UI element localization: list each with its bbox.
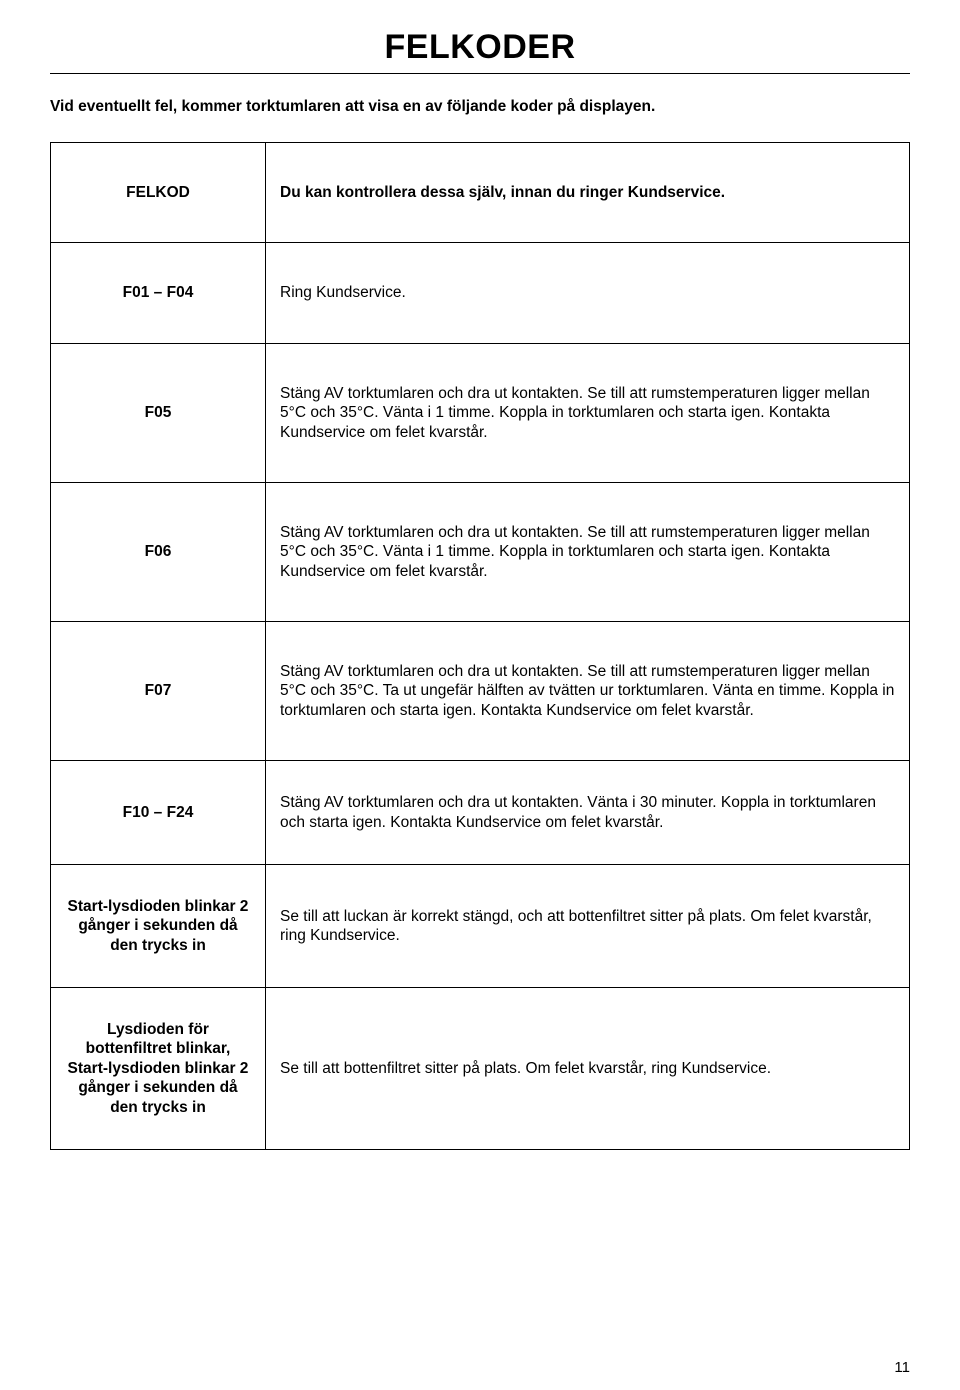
- desc-cell: Du kan kontrollera dessa själv, innan du…: [266, 143, 910, 243]
- error-codes-table: FELKOD Du kan kontrollera dessa själv, i…: [50, 142, 910, 1150]
- desc-cell: Stäng AV torktumlaren och dra ut kontakt…: [266, 622, 910, 761]
- desc-cell: Stäng AV torktumlaren och dra ut kontakt…: [266, 761, 910, 865]
- code-cell: F10 – F24: [51, 761, 266, 865]
- intro-text: Vid eventuellt fel, kommer torktumlaren …: [50, 98, 910, 116]
- table-row: F06 Stäng AV torktumlaren och dra ut kon…: [51, 482, 910, 621]
- desc-cell: Stäng AV torktumlaren och dra ut kontakt…: [266, 343, 910, 482]
- code-cell: F05: [51, 343, 266, 482]
- code-cell: F01 – F04: [51, 243, 266, 343]
- table-row: F07 Stäng AV torktumlaren och dra ut kon…: [51, 622, 910, 761]
- code-cell: Lysdioden för bottenfiltret blinkar, Sta…: [51, 988, 266, 1150]
- table-row: F05 Stäng AV torktumlaren och dra ut kon…: [51, 343, 910, 482]
- table-row: F10 – F24 Stäng AV torktumlaren och dra …: [51, 761, 910, 865]
- code-cell: FELKOD: [51, 143, 266, 243]
- page-number: 11: [894, 1359, 910, 1376]
- code-cell: F07: [51, 622, 266, 761]
- table-row: Start-lysdioden blinkar 2 gånger i sekun…: [51, 864, 910, 987]
- desc-cell: Se till att luckan är korrekt stängd, oc…: [266, 864, 910, 987]
- desc-cell: Ring Kundservice.: [266, 243, 910, 343]
- code-cell: F06: [51, 482, 266, 621]
- page: FELKODER Vid eventuellt fel, kommer tork…: [0, 0, 960, 1390]
- desc-cell: Se till att bottenfiltret sitter på plat…: [266, 988, 910, 1150]
- title-rule: [50, 73, 910, 74]
- page-title: FELKODER: [50, 28, 910, 67]
- desc-cell: Stäng AV torktumlaren och dra ut kontakt…: [266, 482, 910, 621]
- table-row: Lysdioden för bottenfiltret blinkar, Sta…: [51, 988, 910, 1150]
- code-cell: Start-lysdioden blinkar 2 gånger i sekun…: [51, 864, 266, 987]
- table-row: FELKOD Du kan kontrollera dessa själv, i…: [51, 143, 910, 243]
- table-row: F01 – F04 Ring Kundservice.: [51, 243, 910, 343]
